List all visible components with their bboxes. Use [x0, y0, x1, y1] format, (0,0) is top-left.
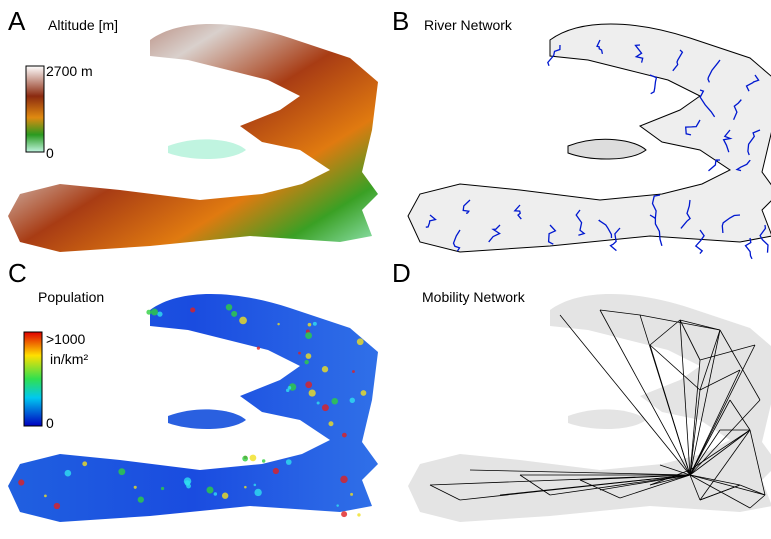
- hotspot: [250, 455, 257, 462]
- panel-title: Population: [38, 289, 104, 305]
- colorbar-max: 2700 m: [46, 63, 93, 79]
- hotspot: [161, 487, 164, 490]
- hotspot: [305, 381, 312, 388]
- hotspot: [305, 332, 312, 339]
- hotspot: [288, 386, 292, 390]
- panel-altitude: A Altitude [m] 2700 m 0: [8, 6, 378, 252]
- island-shape: [168, 409, 246, 429]
- hotspot: [138, 496, 144, 502]
- panel-mobility: D Mobility Network: [392, 258, 771, 522]
- island-shape: [408, 294, 771, 522]
- hotspot: [342, 433, 347, 438]
- hotspot: [226, 304, 232, 310]
- panel-letter: D: [392, 258, 411, 288]
- hotspot: [244, 486, 247, 489]
- island-shape: [568, 139, 646, 159]
- hotspot: [231, 311, 237, 317]
- hotspot: [44, 495, 47, 498]
- hotspot: [341, 511, 347, 517]
- river: [650, 75, 656, 94]
- island-shape: [568, 409, 646, 429]
- figure: A Altitude [m] 2700 m 0 B River Network …: [0, 0, 771, 539]
- altitude-map: [8, 24, 378, 252]
- hotspot: [190, 307, 195, 312]
- hotspot: [350, 398, 355, 403]
- hotspot: [273, 468, 279, 474]
- hotspot: [298, 352, 301, 355]
- hotspot: [304, 360, 308, 364]
- hotspot: [308, 323, 312, 327]
- hotspot: [322, 366, 328, 372]
- hotspot: [222, 492, 228, 498]
- panel-population: C Population >1000 in/km² 0: [8, 258, 378, 522]
- hotspot: [18, 479, 24, 485]
- hotspot: [262, 459, 265, 462]
- hotspot: [254, 489, 261, 496]
- colorbar-min: 0: [46, 415, 54, 431]
- hotspot: [328, 421, 333, 426]
- island-shape: [168, 139, 246, 159]
- basin-map: [408, 24, 771, 252]
- colorbar-unit: in/km²: [50, 351, 88, 367]
- hotspot: [340, 476, 347, 483]
- panel-title: Altitude [m]: [48, 17, 118, 33]
- hotspot: [361, 390, 367, 396]
- colorbar-min: 0: [46, 145, 54, 161]
- hotspot: [331, 398, 338, 405]
- panel-letter: B: [392, 6, 409, 36]
- colorbar: [24, 332, 42, 426]
- colorbar-max: >1000: [46, 331, 86, 347]
- hotspot: [350, 493, 353, 496]
- hotspot: [134, 486, 137, 489]
- hotspot: [206, 487, 213, 494]
- hotspot: [157, 311, 162, 316]
- hotspot: [313, 322, 317, 326]
- panel-title: Mobility Network: [422, 289, 526, 305]
- hotspot: [357, 338, 364, 345]
- hotspot: [185, 480, 191, 486]
- hotspot: [118, 468, 125, 475]
- hotspot: [242, 456, 248, 462]
- hotspot: [254, 484, 257, 487]
- hotspot: [322, 404, 329, 411]
- hotspot: [54, 503, 60, 509]
- hotspot: [65, 470, 72, 477]
- hotspot: [317, 401, 320, 404]
- panel-letter: A: [8, 6, 26, 36]
- hotspot: [146, 310, 151, 315]
- hotspot: [357, 513, 360, 516]
- hotspot: [306, 353, 312, 359]
- hotspot: [257, 346, 260, 349]
- colorbar: [26, 66, 44, 152]
- hotspot: [286, 459, 292, 465]
- hotspot: [336, 504, 338, 506]
- panel-title: River Network: [424, 17, 513, 33]
- hotspot: [352, 370, 355, 373]
- hotspot: [151, 309, 158, 316]
- panel-rivers: B River Network: [392, 6, 771, 259]
- hotspot: [82, 461, 87, 466]
- hotspot: [309, 389, 316, 396]
- panel-letter: C: [8, 258, 27, 288]
- hotspot: [214, 492, 217, 495]
- hotspot: [277, 323, 279, 325]
- hotspot: [239, 317, 247, 325]
